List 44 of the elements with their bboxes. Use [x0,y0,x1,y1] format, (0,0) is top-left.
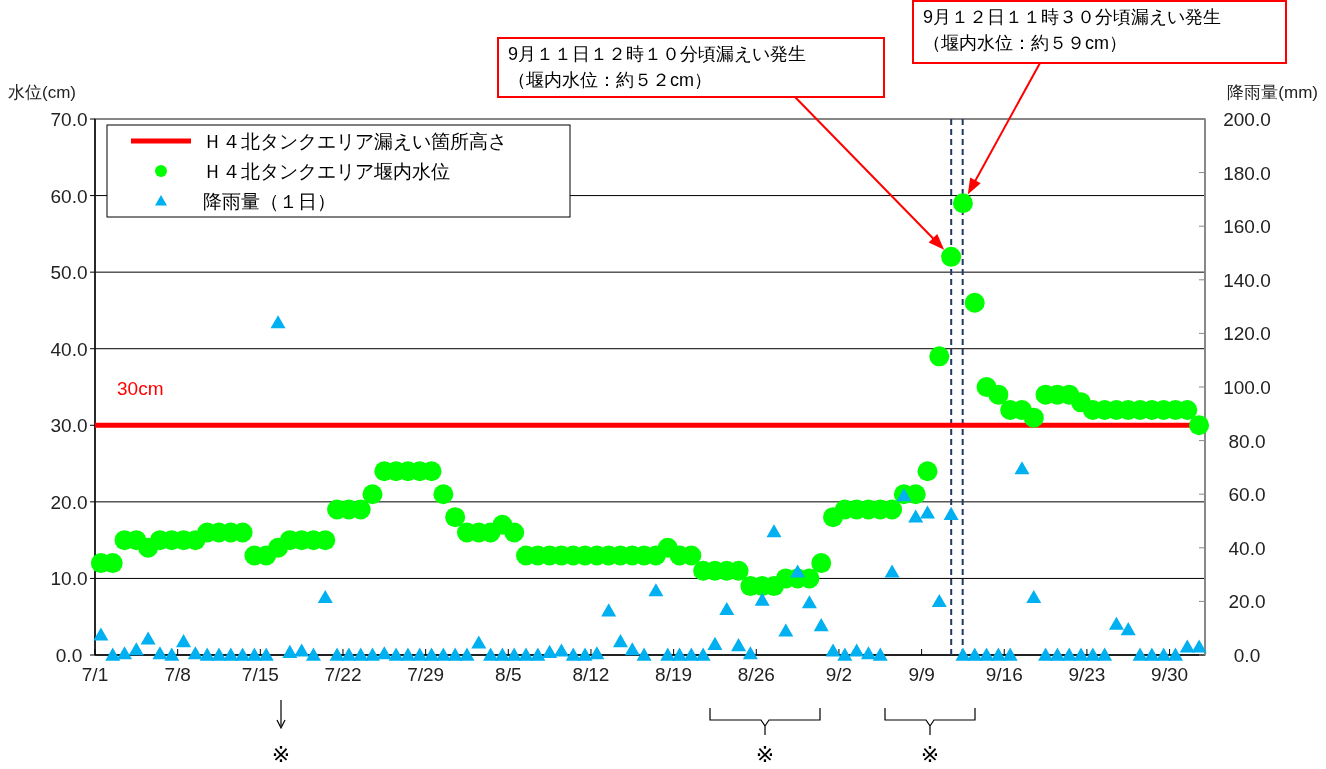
annotation: ※ [271,699,291,767]
x-tick-label: 8/12 [572,664,610,685]
y2-tick-label: 180.0 [1223,162,1271,184]
y2-tick-label: 20.0 [1228,591,1266,613]
y-tick-label: 0.0 [55,645,83,666]
annotation: （堰内水位：約５２cm） [508,70,712,90]
y-tick-label: 70.0 [50,109,88,130]
x-tick-label: 8/5 [495,664,522,685]
annotation: ※ [709,707,821,767]
ylabel: 水位(cm) [8,83,76,102]
y2-tick-label: 120.0 [1223,323,1271,345]
y2-tick-label: 140.0 [1223,269,1271,291]
legend-label: 降雨量（１日） [203,191,336,212]
y2-tick-label: 0.0 [1233,645,1261,666]
x-tick-label: 9/9 [908,664,935,685]
x-tick-label: 8/19 [655,664,693,685]
x-tick-label: 7/15 [241,664,279,685]
y-tick-label: 50.0 [50,262,88,284]
x-tick-label: 7/22 [324,664,362,685]
y2-tick-label: 60.0 [1228,484,1266,506]
y2-tick-label: 40.0 [1228,537,1266,559]
x-tick-label: 9/23 [1068,664,1106,685]
x-tick-label: 7/1 [81,664,109,685]
y-tick-label: 20.0 [50,491,88,513]
y-tick-label: 40.0 [50,338,88,360]
x-tick-label: 8/26 [737,664,775,685]
x-tick-label: 9/16 [985,664,1023,685]
y2-tick-label: 200.0 [1223,109,1271,130]
annotation: （堰内水位：約５９cm） [923,33,1127,53]
y-tick-label: 30.0 [50,415,88,437]
annotation: ※ [884,707,976,767]
x-tick-label: 9/30 [1151,664,1189,685]
y2-tick-label: 100.0 [1223,377,1271,398]
legend-label: Ｈ４北タンクエリア漏えい箇所高さ [203,131,507,152]
y2-tick-label: 160.0 [1223,216,1271,238]
y2-tick-label: 80.0 [1228,430,1266,452]
annotation: 30cm [117,378,164,400]
x-tick-label: 9/2 [825,664,853,685]
y-tick-label: 60.0 [50,185,88,207]
x-tick-label: 7/29 [407,664,445,685]
y-tick-label: 10.0 [50,568,88,590]
y2label: 降雨量(mm) [1227,83,1318,102]
x-tick-label: 7/8 [164,664,191,685]
legend-label: Ｈ４北タンクエリア堰内水位 [203,161,450,182]
